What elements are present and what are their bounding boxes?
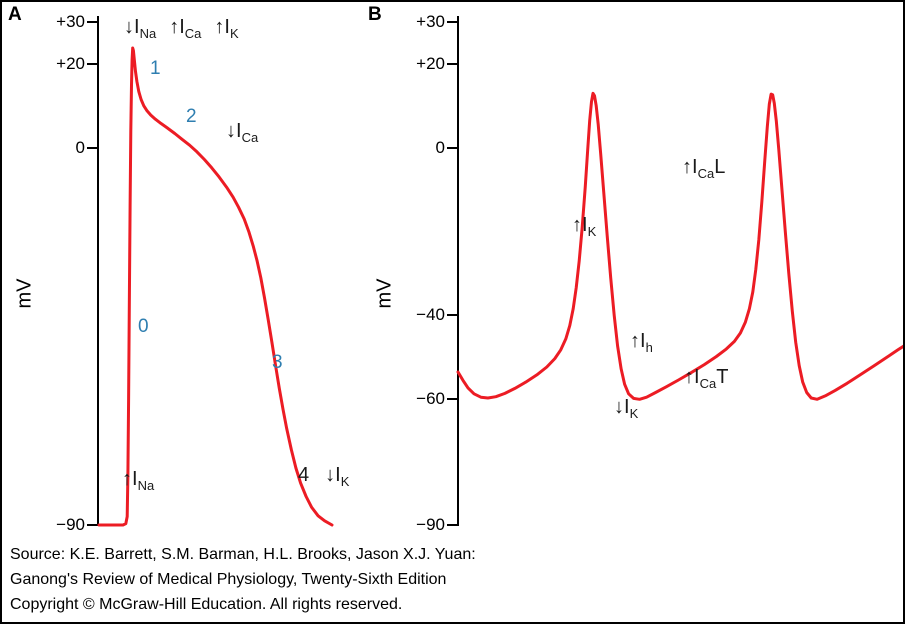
panel-b-tick-minus60: −60 <box>416 389 445 408</box>
panel-b-tick-minus40: −40 <box>416 305 445 324</box>
panel-a-label: A <box>8 4 22 25</box>
phase-0-label: 0 <box>138 316 149 337</box>
current-ik-decrease-phase4: ↓IK <box>325 464 350 489</box>
panel-a-tick-plus20: +20 <box>56 54 85 73</box>
current-ica-l-increase: ↑ICaL <box>682 156 726 181</box>
current-ih-increase: ↑Ih <box>630 330 653 355</box>
current-ik-increase-repolarization: ↑IK <box>572 214 597 239</box>
current-ica-t-increase: ↑ICaT <box>684 366 729 391</box>
panel-a-tick-minus90: −90 <box>56 515 85 534</box>
panel-b-tick-minus90: −90 <box>416 515 445 534</box>
current-ik-increase: ↑IK <box>214 16 239 41</box>
panel-a-tick-plus30: +30 <box>56 12 85 31</box>
source-line-1: Source: K.E. Barrett, S.M. Barman, H.L. … <box>10 546 476 563</box>
panel-b-ylabel: mV <box>373 278 396 309</box>
current-ina-increase-upstroke: ↑INa <box>122 468 155 493</box>
panel-b-tick-zero: 0 <box>435 138 445 157</box>
panel-a-peak-currents: ↓INa ↑ICa ↑IK <box>124 16 239 41</box>
panel-a-tick-zero: 0 <box>75 138 85 157</box>
current-ik-decrease-diastole: ↓IK <box>614 396 639 421</box>
phase-4-annotation: 4 ↓IK <box>298 464 349 489</box>
current-ica-decrease-plateau: ↓ICa <box>226 120 259 145</box>
panel-b-tick-plus30: +30 <box>416 12 445 31</box>
panel-b-tick-plus20: +20 <box>416 54 445 73</box>
source-attribution: Source: K.E. Barrett, S.M. Barman, H.L. … <box>10 542 476 617</box>
panel-b-pacemaker-curve <box>456 91 903 401</box>
phase-4-label: 4 <box>298 464 310 486</box>
panel-a-ylabel: mV <box>13 278 36 309</box>
panel-a-action-potential-curve <box>97 46 334 527</box>
phase-2-label: 2 <box>186 106 197 127</box>
panel-b-label: B <box>368 4 382 25</box>
source-line-3: Copyright © McGraw-Hill Education. All r… <box>10 596 403 613</box>
phase-1-label: 1 <box>150 58 161 79</box>
current-ina-decrease: ↓INa <box>124 16 157 41</box>
source-line-2: Ganong's Review of Medical Physiology, T… <box>10 571 447 588</box>
current-ica-increase: ↑ICa <box>169 16 202 41</box>
phase-3-label: 3 <box>272 352 283 373</box>
